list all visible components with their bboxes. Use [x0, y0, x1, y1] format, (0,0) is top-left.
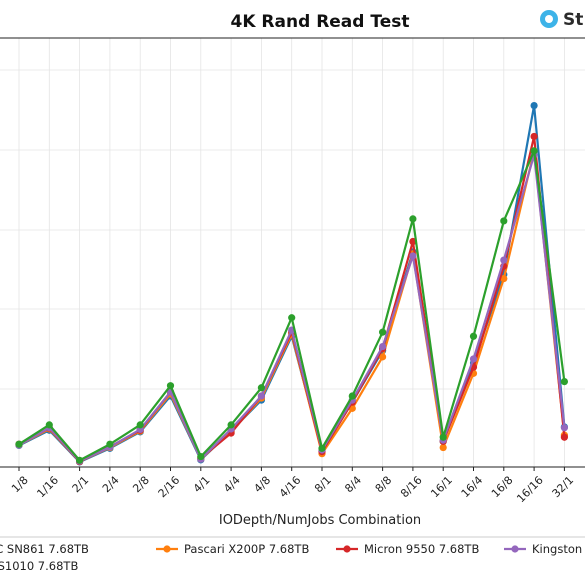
brand-logo-icon-center: [545, 15, 553, 23]
data-point: [348, 392, 356, 400]
legend-label: Micron 9550 7.68TB: [364, 542, 479, 556]
legend-label: Disk DC SN861 7.68TB: [0, 542, 89, 556]
x-tick-label: 1/16: [34, 474, 61, 501]
legend-label: digm PS1010 7.68TB: [0, 559, 78, 573]
legend-item: Kingston: [504, 542, 582, 556]
x-tick-label: 8/1: [312, 474, 334, 496]
legend-item: Micron 9550 7.68TB: [336, 542, 479, 556]
data-point: [136, 421, 144, 429]
data-point: [166, 382, 175, 390]
x-tick-label: 8/8: [373, 474, 395, 496]
chart-title: 4K Rand Read Test: [231, 12, 410, 32]
legend-item: Disk DC SN861 7.68TB: [0, 542, 89, 556]
series-4: [15, 147, 569, 464]
x-tick-label: 2/1: [70, 474, 92, 496]
legend-label: Pascari X200P 7.68TB: [184, 542, 309, 556]
data-point: [45, 421, 53, 429]
data-point: [106, 440, 114, 448]
data-point: [318, 444, 326, 452]
series: [15, 101, 569, 466]
data-point: [15, 440, 23, 448]
legend-item: digm PS1010 7.68TB: [0, 559, 78, 573]
x-tick-label: 2/8: [130, 474, 152, 496]
x-tick-label: 16/1: [428, 474, 455, 501]
legend-swatch-marker: [163, 545, 171, 553]
data-point: [257, 384, 265, 392]
x-tick-label: 4/4: [221, 474, 243, 496]
brand-text: St: [563, 10, 583, 30]
data-point: [197, 452, 205, 461]
data-point: [409, 252, 417, 260]
data-point: [439, 433, 447, 441]
data-point: [560, 378, 569, 386]
data-point: [469, 355, 478, 363]
data-point: [379, 328, 387, 336]
data-point: [469, 332, 478, 340]
x-tick-label: 8/16: [398, 474, 425, 501]
data-point: [530, 132, 538, 141]
x-tick-label: 16/8: [489, 474, 516, 501]
data-point: [439, 443, 447, 452]
data-point: [500, 217, 508, 225]
data-point: [227, 421, 235, 429]
brand-logo: St: [540, 10, 583, 30]
data-point: [530, 101, 538, 110]
data-point: [257, 392, 265, 400]
data-point: [76, 456, 84, 464]
x-tick-label: 16/16: [514, 474, 546, 506]
legend: Disk DC SN861 7.68TB Pascari X200P 7.68TB…: [0, 536, 585, 573]
data-point: [379, 353, 387, 361]
data-point: [288, 314, 296, 322]
x-tick-label: 1/8: [9, 474, 31, 496]
data-point: [500, 275, 508, 283]
x-tick-label: 2/16: [156, 474, 183, 501]
x-tick-label: 4/8: [251, 474, 273, 496]
x-tick-label: 4/1: [191, 474, 213, 496]
legend-label: Kingston: [532, 542, 582, 556]
data-point: [379, 342, 387, 351]
data-point: [560, 424, 569, 432]
x-tick-label: 32/1: [550, 474, 577, 501]
x-tick-label: 8/4: [342, 474, 364, 496]
x-axis-label: IODepth/NumJobs Combination: [219, 513, 421, 528]
axes: [0, 37, 585, 471]
x-tick-labels: 1/8 1/16 2/1 2/4 2/8 2/16 4/1 4/4 4/8 4/16 8/1 8/4 8…: [9, 474, 576, 506]
legend-swatch-marker: [343, 545, 351, 553]
legend-swatch-marker: [511, 545, 519, 553]
grid: [0, 38, 585, 467]
data-point: [409, 215, 417, 223]
legend-item: Pascari X200P 7.68TB: [156, 542, 309, 556]
x-tick-label: 4/16: [277, 474, 304, 501]
x-tick-label: 16/4: [459, 474, 486, 501]
data-point: [500, 256, 508, 264]
data-point: [530, 147, 538, 155]
x-tick-label: 2/4: [100, 474, 122, 496]
data-point: [560, 433, 569, 441]
